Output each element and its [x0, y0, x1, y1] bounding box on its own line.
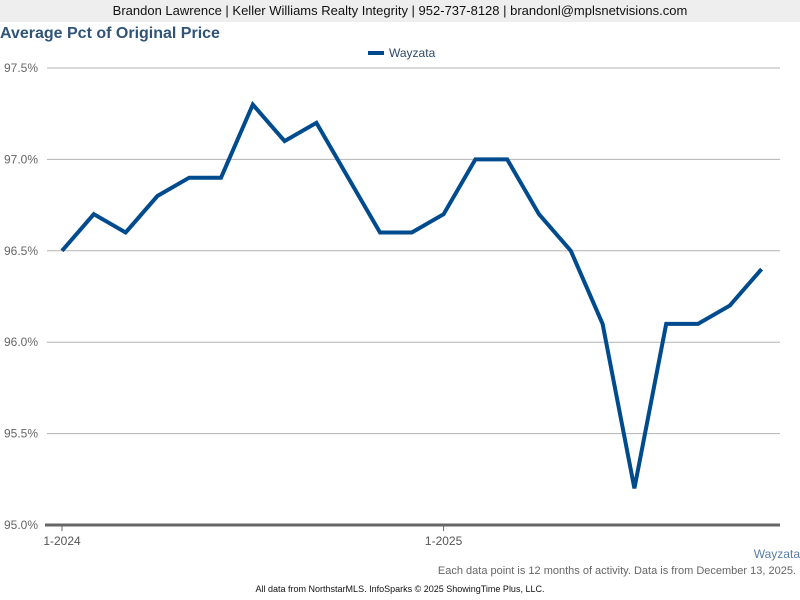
data-credit: All data from NorthstarMLS. InfoSparks ©…: [255, 584, 545, 594]
data-note: Each data point is 12 months of activity…: [437, 565, 796, 577]
chart-title: Average Pct of Original Price: [0, 25, 220, 42]
y-tick-label: 96.5%: [4, 244, 38, 258]
x-tick-label: 1-2025: [425, 534, 463, 548]
legend-line-swatch-icon: [368, 51, 384, 55]
gridlines: [47, 67, 780, 435]
y-tick-label: 95.0%: [4, 518, 38, 532]
series-line-wayzata: [60, 100, 764, 489]
y-tick-label: 96.0%: [4, 335, 38, 349]
y-tick-label: 95.5%: [4, 427, 38, 441]
y-tick-label: 97.5%: [4, 61, 38, 75]
series-footer-label: Wayzata: [753, 547, 800, 561]
y-axis-labels: 95.0% 95.5% 96.0% 96.5% 97.0% 97.5%: [4, 61, 38, 532]
legend-series-label: Wayzata: [389, 46, 436, 60]
x-tick-label: 1-2024: [43, 534, 81, 548]
y-tick-label: 97.0%: [4, 152, 38, 166]
x-axis: 1-2024 1-2025: [43, 523, 780, 548]
chart-legend: Wayzata: [368, 46, 435, 60]
agent-contact-bar: Brandon Lawrence | Keller Williams Realt…: [0, 0, 800, 22]
